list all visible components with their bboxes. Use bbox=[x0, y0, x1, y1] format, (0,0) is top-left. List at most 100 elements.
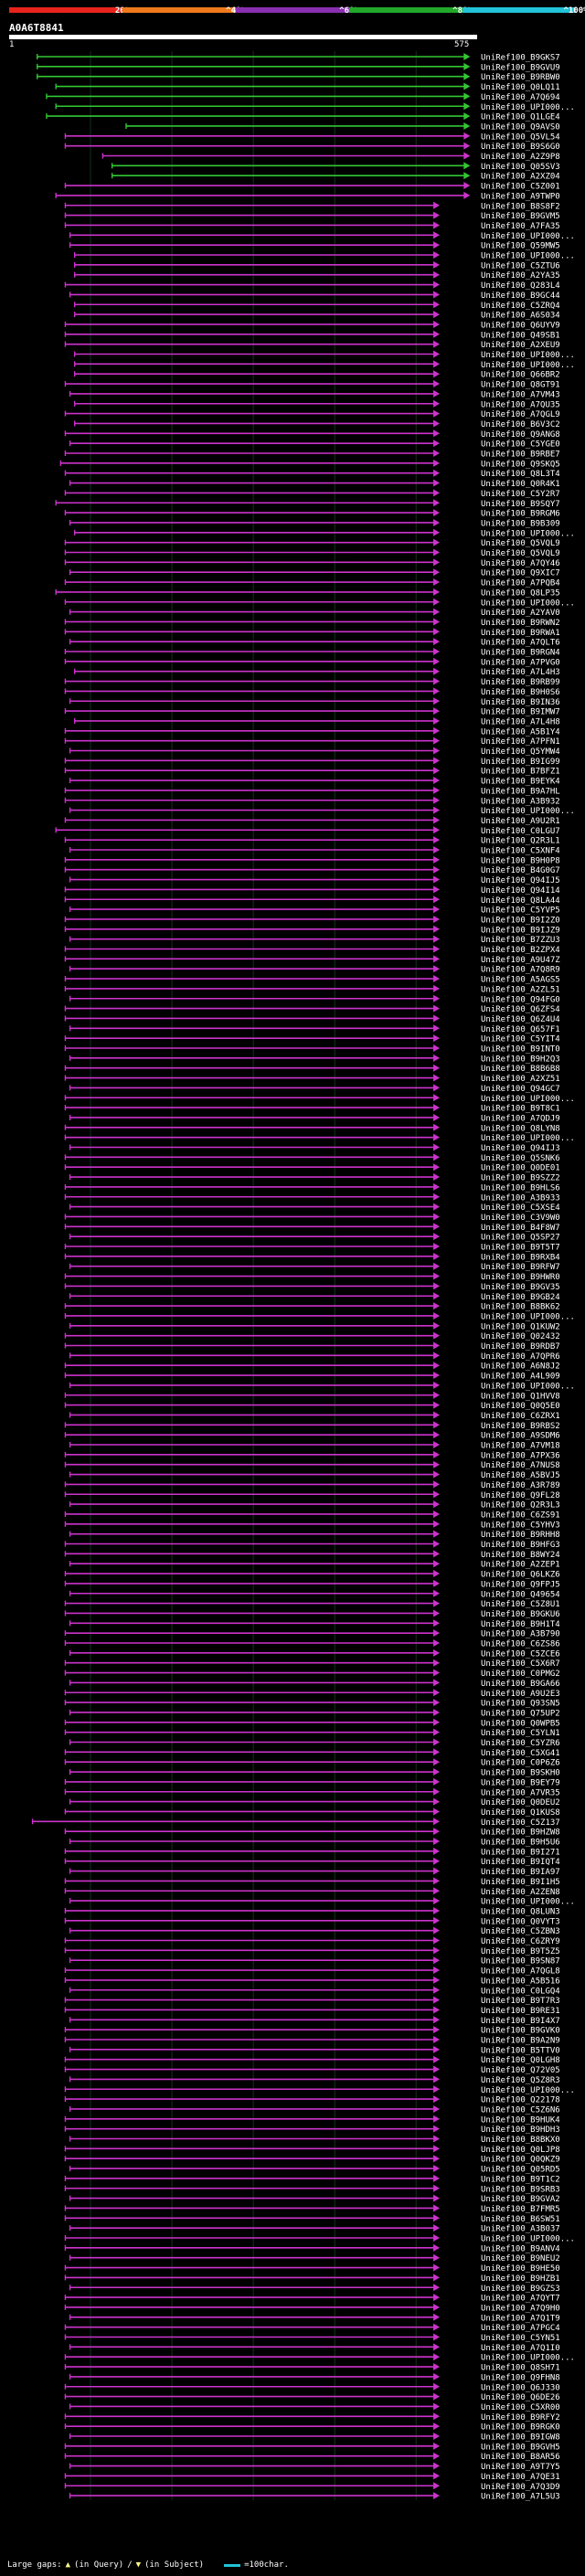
hit-row[interactable]: UniRef100_B9B309 bbox=[69, 518, 560, 529]
hit-label[interactable]: UniRef100_Q9ANG8 bbox=[481, 430, 560, 440]
hit-row[interactable]: UniRef100_A2XZ04 bbox=[111, 172, 560, 182]
hit-label[interactable]: UniRef100_Q9FHN8 bbox=[481, 2373, 560, 2382]
hit-label[interactable]: UniRef100_A9TWP0 bbox=[481, 192, 560, 201]
hit-row[interactable]: UniRef100_B9T7R3 bbox=[64, 1996, 560, 2007]
hit-row[interactable]: UniRef100_A3B932 bbox=[64, 796, 560, 807]
hit-label[interactable]: UniRef100_Q94I14 bbox=[481, 886, 560, 896]
hit-row[interactable]: UniRef100_Q5YMW4 bbox=[69, 747, 560, 758]
hit-row[interactable]: UniRef100_C5ZBN3 bbox=[69, 1926, 560, 1937]
hit-label[interactable]: UniRef100_C5Z8U1 bbox=[481, 1600, 560, 1609]
hit-row[interactable]: UniRef100_B9SRB3 bbox=[64, 2184, 560, 2195]
hit-label[interactable]: UniRef100_A7PFN1 bbox=[481, 737, 560, 747]
hit-label[interactable]: UniRef100_B9A7HL bbox=[481, 787, 560, 796]
hit-label[interactable]: UniRef100_Q0Q5E0 bbox=[481, 1402, 560, 1411]
hit-row[interactable]: UniRef100_C5YIT4 bbox=[64, 1034, 560, 1044]
hit-label[interactable]: UniRef100_A7NUS8 bbox=[481, 1461, 560, 1470]
hit-row[interactable]: UniRef100_C5YHV3 bbox=[64, 1520, 560, 1531]
hit-label[interactable]: UniRef100_C0P6Z6 bbox=[481, 1759, 560, 1768]
hit-row[interactable]: UniRef100_A7QU35 bbox=[73, 399, 560, 410]
hit-label[interactable]: UniRef100_Q9XIC7 bbox=[481, 569, 560, 578]
hit-row[interactable]: UniRef100_A9SDM6 bbox=[64, 1431, 560, 1441]
hit-label[interactable]: UniRef100_A7L4H8 bbox=[481, 717, 560, 726]
hit-label[interactable]: UniRef100_B9GKU6 bbox=[481, 1610, 560, 1619]
hit-label[interactable]: UniRef100_B7ZZU3 bbox=[481, 936, 560, 945]
hit-row[interactable]: UniRef100_C5XSE4 bbox=[69, 1203, 560, 1214]
hit-row[interactable]: UniRef100_Q1KUS8 bbox=[64, 1807, 560, 1818]
hit-label[interactable]: UniRef100_B9IGW8 bbox=[481, 2433, 560, 2443]
hit-label[interactable]: UniRef100_Q8L3T4 bbox=[481, 470, 560, 479]
hit-label[interactable]: UniRef100_Q5SNK6 bbox=[481, 1154, 560, 1163]
hit-row[interactable]: UniRef100_UPI000... bbox=[64, 1133, 575, 1144]
hit-label[interactable]: UniRef100_A9SDM6 bbox=[481, 1432, 560, 1441]
hit-label[interactable]: UniRef100_B9HLS6 bbox=[481, 1183, 560, 1193]
hit-row[interactable]: UniRef100_C5Y2R7 bbox=[64, 489, 560, 499]
hit-row[interactable]: UniRef100_B7FMR5 bbox=[64, 2204, 560, 2214]
hit-row[interactable]: UniRef100_B9GVH5 bbox=[64, 2442, 560, 2453]
hit-row[interactable]: UniRef100_C0PMG2 bbox=[64, 1669, 560, 1680]
hit-row[interactable]: UniRef100_C5YGE0 bbox=[69, 440, 560, 450]
hit-label[interactable]: UniRef100_B9HE50 bbox=[481, 2264, 560, 2274]
hit-label[interactable]: UniRef100_A7Q1T9 bbox=[481, 2314, 560, 2323]
hit-label[interactable]: UniRef100_C5YN51 bbox=[481, 2334, 560, 2343]
hit-label[interactable]: UniRef100_Q6DE26 bbox=[481, 2393, 560, 2402]
hit-label[interactable]: UniRef100_Q49654 bbox=[481, 1590, 560, 1599]
hit-label[interactable]: UniRef100_C5YIT4 bbox=[481, 1035, 560, 1044]
hit-row[interactable]: UniRef100_B9GA66 bbox=[69, 1679, 560, 1689]
hit-row[interactable]: UniRef100_UPI000... bbox=[64, 1094, 575, 1104]
hit-label[interactable]: UniRef100_UPI000... bbox=[481, 2086, 575, 2095]
hit-label[interactable]: UniRef100_A7QLT6 bbox=[481, 639, 560, 648]
hit-label[interactable]: UniRef100_UPI000... bbox=[481, 252, 575, 261]
hit-row[interactable]: UniRef100_B9HE50 bbox=[64, 2263, 560, 2274]
hit-row[interactable]: UniRef100_A3B790 bbox=[64, 1629, 560, 1639]
hit-label[interactable]: UniRef100_Q6Z4U4 bbox=[481, 1015, 560, 1024]
hit-label[interactable]: UniRef100_Q94FG0 bbox=[481, 995, 560, 1004]
hit-label[interactable]: UniRef100_Q0LGH8 bbox=[481, 2056, 560, 2065]
hit-row[interactable]: UniRef100_B9H5U6 bbox=[69, 1838, 560, 1848]
hit-row[interactable]: UniRef100_Q94IJ5 bbox=[69, 875, 560, 886]
hit-row[interactable]: UniRef100_B9RDB7 bbox=[64, 1341, 560, 1352]
hit-row[interactable]: UniRef100_A7QE31 bbox=[64, 2472, 560, 2482]
hit-row[interactable]: UniRef100_Q0LJP8 bbox=[64, 2145, 560, 2155]
hit-label[interactable]: UniRef100_C5YZR6 bbox=[481, 1739, 560, 1748]
hit-label[interactable]: UniRef100_A7Q3D9 bbox=[481, 2483, 560, 2492]
hit-label[interactable]: UniRef100_Q8LA44 bbox=[481, 896, 560, 906]
hit-label[interactable]: UniRef100_B9RXB4 bbox=[481, 1253, 560, 1262]
hit-row[interactable]: UniRef100_C5ZRQ4 bbox=[73, 301, 560, 311]
hit-row[interactable]: UniRef100_A7FA35 bbox=[64, 221, 560, 231]
hit-row[interactable]: UniRef100_A7QGL8 bbox=[64, 1966, 560, 1977]
hit-label[interactable]: UniRef100_UPI000... bbox=[481, 361, 575, 370]
hit-row[interactable]: UniRef100_B9RB99 bbox=[64, 677, 560, 688]
hit-row[interactable]: UniRef100_A5B516 bbox=[64, 1976, 560, 1987]
hit-row[interactable]: UniRef100_C5Z6N6 bbox=[69, 2104, 560, 2115]
hit-label[interactable]: UniRef100_A4L909 bbox=[481, 1373, 560, 1382]
hit-row[interactable]: UniRef100_B9GVU9 bbox=[37, 62, 560, 73]
hit-row[interactable]: UniRef100_B8BK62 bbox=[64, 1302, 560, 1312]
hit-row[interactable]: UniRef100_B6V3C2 bbox=[73, 419, 560, 429]
hit-label[interactable]: UniRef100_A7VM18 bbox=[481, 1442, 560, 1451]
hit-label[interactable]: UniRef100_Q1LGE4 bbox=[481, 113, 560, 122]
hit-row[interactable]: UniRef100_C6ZS91 bbox=[64, 1510, 560, 1521]
hit-label[interactable]: UniRef100_B9GKS7 bbox=[481, 54, 560, 63]
hit-label[interactable]: UniRef100_B6SW51 bbox=[481, 2215, 560, 2224]
hit-label[interactable]: UniRef100_C5YHV3 bbox=[481, 1521, 560, 1530]
hit-row[interactable]: UniRef100_A7QLT6 bbox=[69, 638, 560, 648]
hit-row[interactable]: UniRef100_B9RE31 bbox=[64, 2006, 560, 2016]
hit-label[interactable]: UniRef100_Q0WPB5 bbox=[481, 1719, 560, 1728]
hit-row[interactable]: UniRef100_A7PX36 bbox=[64, 1450, 560, 1461]
hit-label[interactable]: UniRef100_A2YAV0 bbox=[481, 609, 560, 618]
hit-label[interactable]: UniRef100_B9ANV4 bbox=[481, 2244, 560, 2253]
hit-row[interactable]: UniRef100_A9U2E3 bbox=[64, 1689, 560, 1699]
hit-row[interactable]: UniRef100_B8BKX0 bbox=[69, 2135, 560, 2146]
hit-label[interactable]: UniRef100_B9EY79 bbox=[481, 1778, 560, 1787]
hit-row[interactable]: UniRef100_Q8LUN3 bbox=[64, 1906, 560, 1917]
hit-row[interactable]: UniRef100_A9TWP0 bbox=[55, 191, 560, 202]
hit-row[interactable]: UniRef100_B8WY24 bbox=[64, 1550, 560, 1560]
hit-row[interactable]: UniRef100_B9NEU2 bbox=[69, 2253, 560, 2264]
hit-row[interactable]: UniRef100_Q9FL28 bbox=[64, 1490, 560, 1500]
hit-row[interactable]: UniRef100_Q1LGE4 bbox=[46, 112, 560, 122]
hit-row[interactable]: UniRef100_B9HLS6 bbox=[64, 1182, 560, 1193]
hit-row[interactable]: UniRef100_UPI000... bbox=[64, 2085, 575, 2095]
hit-label[interactable]: UniRef100_B9RBE7 bbox=[481, 451, 560, 460]
hit-row[interactable]: UniRef100_B9IGW8 bbox=[69, 2433, 560, 2443]
hit-row[interactable]: UniRef100_Q5VQL9 bbox=[64, 548, 560, 559]
